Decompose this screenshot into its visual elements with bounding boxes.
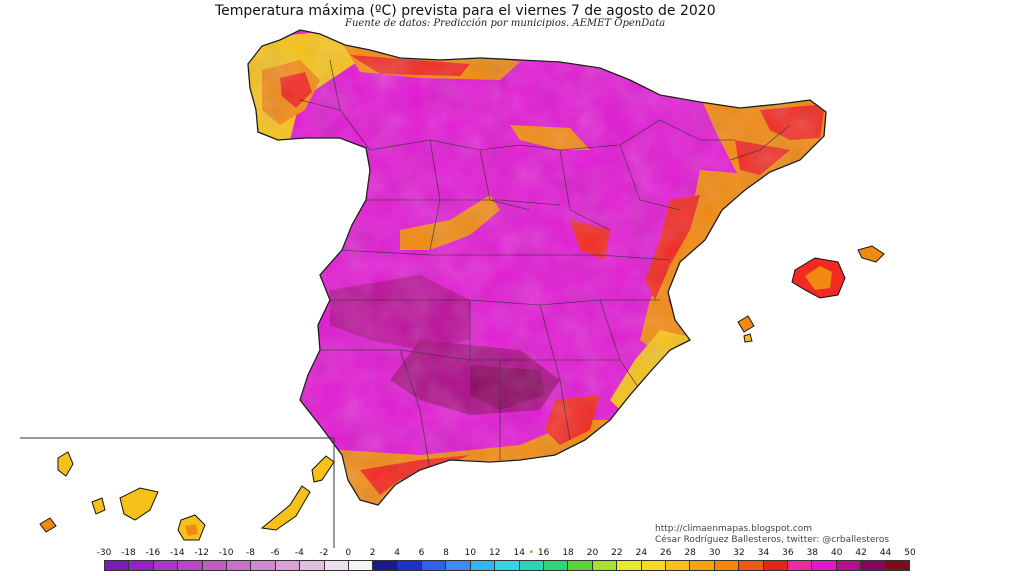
legend-swatch bbox=[300, 561, 325, 570]
legend-swatch bbox=[544, 561, 569, 570]
legend-swatch bbox=[226, 561, 252, 570]
credits: http://climaenmapas.blogspot.com César R… bbox=[655, 524, 889, 546]
legend-swatch bbox=[348, 561, 374, 570]
legend-label: 4 bbox=[394, 548, 400, 558]
legend-swatch bbox=[129, 561, 154, 570]
credits-url: http://climaenmapas.blogspot.com bbox=[655, 524, 813, 534]
legend-swatch bbox=[861, 561, 886, 570]
legend-swatch bbox=[739, 561, 764, 570]
legend-label: 26 bbox=[660, 548, 672, 558]
map-title: Temperatura máxima (ºC) prevista para el… bbox=[215, 3, 716, 19]
legend-label: 28 bbox=[684, 548, 696, 558]
map-subtitle: Fuente de datos: Predicción por municipi… bbox=[345, 18, 666, 29]
legend-label: 44 bbox=[879, 548, 892, 558]
legend-label: -14 bbox=[169, 548, 185, 558]
legend-swatch bbox=[153, 561, 179, 570]
legend-label: -30 bbox=[96, 548, 112, 558]
legend-swatch bbox=[422, 561, 447, 570]
legend-swatch bbox=[324, 561, 349, 570]
legend-label: 20 bbox=[586, 548, 599, 558]
legend-label: -8 bbox=[246, 548, 256, 558]
legend-marker: • bbox=[528, 548, 535, 558]
legend-swatch bbox=[202, 561, 227, 570]
legend-label: 6 bbox=[418, 548, 425, 558]
legend-swatch bbox=[665, 561, 691, 570]
legend-swatch bbox=[787, 561, 813, 570]
legend-label: 42 bbox=[855, 548, 867, 558]
legend-label: 38 bbox=[806, 548, 819, 558]
legend-swatch bbox=[397, 561, 423, 570]
legend-swatch bbox=[690, 561, 715, 570]
legend-swatch bbox=[812, 561, 837, 570]
legend-swatch bbox=[592, 561, 618, 570]
canary-islands-inset bbox=[20, 437, 335, 548]
legend-label: 0 bbox=[345, 548, 352, 558]
legend-label: 2 bbox=[369, 548, 376, 558]
legend-swatch bbox=[178, 561, 203, 570]
legend-label: 36 bbox=[782, 548, 794, 558]
legend-label: 12 bbox=[489, 548, 501, 558]
legend-label: 10 bbox=[464, 548, 477, 558]
legend-label: 8 bbox=[443, 548, 449, 558]
legend-swatch bbox=[519, 561, 545, 570]
legend-label: 50 bbox=[904, 548, 916, 558]
legend-label: 14 bbox=[513, 548, 525, 558]
legend-swatch bbox=[251, 561, 276, 570]
legend-swatch bbox=[617, 561, 642, 570]
legend-swatch bbox=[373, 561, 398, 570]
legend-bar bbox=[104, 560, 910, 571]
legend-label: 16 bbox=[537, 548, 550, 558]
legend-label: -12 bbox=[194, 548, 210, 558]
legend-label: 34 bbox=[757, 548, 770, 558]
legend-swatch bbox=[495, 561, 520, 570]
legend-label: 22 bbox=[611, 548, 623, 558]
legend-labels: -30 -18 -16 -14 -12 -10 -8 -6 -4 -2 0 2 4 6 8 10 12 14 16 1… bbox=[97, 548, 916, 560]
legend-swatch bbox=[275, 561, 301, 570]
legend-swatch bbox=[470, 561, 496, 570]
legend-label: 32 bbox=[733, 548, 745, 558]
legend-swatch bbox=[105, 561, 130, 570]
legend-label: -18 bbox=[121, 548, 136, 558]
legend-swatch bbox=[446, 561, 471, 570]
legend-swatch bbox=[568, 561, 593, 570]
legend-label: -4 bbox=[294, 548, 304, 558]
credits-author: César Rodríguez Ballesteros, twitter: @c… bbox=[655, 535, 890, 545]
color-legend: -30 -18 -16 -14 -12 -10 -8 -6 -4 -2 0 2 4 6 8 10 12 14 16 1… bbox=[97, 548, 916, 574]
legend-label: -6 bbox=[270, 548, 280, 558]
legend-label: 30 bbox=[708, 548, 721, 558]
legend-swatch bbox=[885, 561, 909, 570]
legend-label: -16 bbox=[145, 548, 161, 558]
legend-label: 24 bbox=[635, 548, 648, 558]
legend-swatch bbox=[763, 561, 788, 570]
legend-label: -10 bbox=[218, 548, 234, 558]
balearic-islands bbox=[737, 245, 885, 343]
legend-label: -2 bbox=[319, 548, 329, 558]
legend-swatch bbox=[641, 561, 666, 570]
legend-swatch bbox=[836, 561, 862, 570]
peninsula bbox=[247, 29, 827, 506]
legend-swatch bbox=[714, 561, 740, 570]
legend-label: 18 bbox=[562, 548, 574, 558]
legend-label: 40 bbox=[830, 548, 843, 558]
